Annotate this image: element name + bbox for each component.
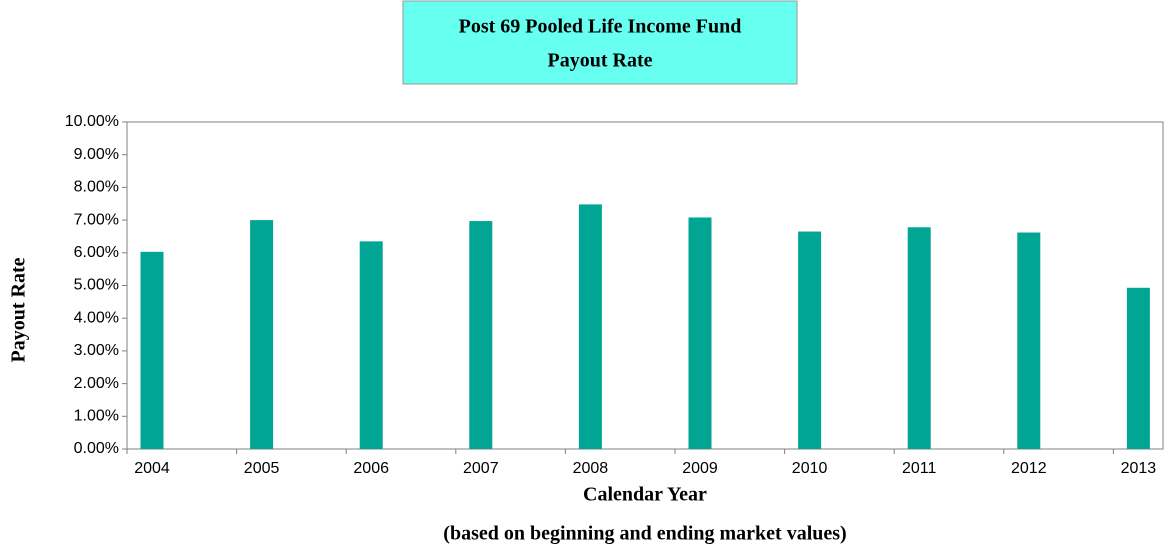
y-tick-label: 7.00% — [74, 211, 119, 228]
bar — [907, 227, 931, 449]
y-tick-label: 6.00% — [74, 244, 119, 261]
x-axis-label: Calendar Year — [583, 484, 707, 506]
bar — [359, 241, 383, 449]
y-tick-label: 10.00% — [65, 113, 119, 130]
y-tick-label: 4.00% — [74, 309, 119, 326]
bar — [250, 220, 274, 449]
y-tick-label: 2.00% — [74, 375, 119, 392]
x-tick-label: 2005 — [244, 460, 280, 477]
x-tick-label: 2009 — [682, 460, 718, 477]
bar — [578, 204, 602, 449]
x-tick-label: 2013 — [1121, 460, 1157, 477]
x-tick-label: 2012 — [1011, 460, 1047, 477]
chart-subtitle: Payout Rate — [548, 50, 653, 72]
x-tick-label: 2010 — [792, 460, 828, 477]
y-tick-label: 0.00% — [74, 440, 119, 457]
y-axis-label: Payout Rate — [8, 257, 30, 362]
y-tick-label: 5.00% — [74, 277, 119, 294]
y-tick-label: 3.00% — [74, 342, 119, 359]
bar — [798, 231, 822, 449]
x-axis-note: (based on beginning and ending market va… — [443, 523, 846, 545]
bar — [1017, 232, 1041, 449]
x-tick-label: 2007 — [463, 460, 499, 477]
y-tick-label: 1.00% — [74, 408, 119, 425]
plot-frame — [126, 121, 1164, 450]
x-tick-label: 2008 — [573, 460, 609, 477]
x-tick-label: 2011 — [902, 460, 937, 477]
y-tick-label: 9.00% — [74, 146, 119, 163]
chart-title: Post 69 Pooled Life Income Fund — [459, 16, 742, 38]
title-box — [402, 0, 798, 85]
x-tick-label: 2004 — [134, 460, 170, 477]
bar — [469, 221, 493, 449]
y-tick-label: 8.00% — [74, 179, 119, 196]
x-tick-label: 2006 — [353, 460, 389, 477]
bar — [1126, 287, 1150, 449]
bar — [140, 251, 164, 449]
bar — [688, 217, 712, 449]
